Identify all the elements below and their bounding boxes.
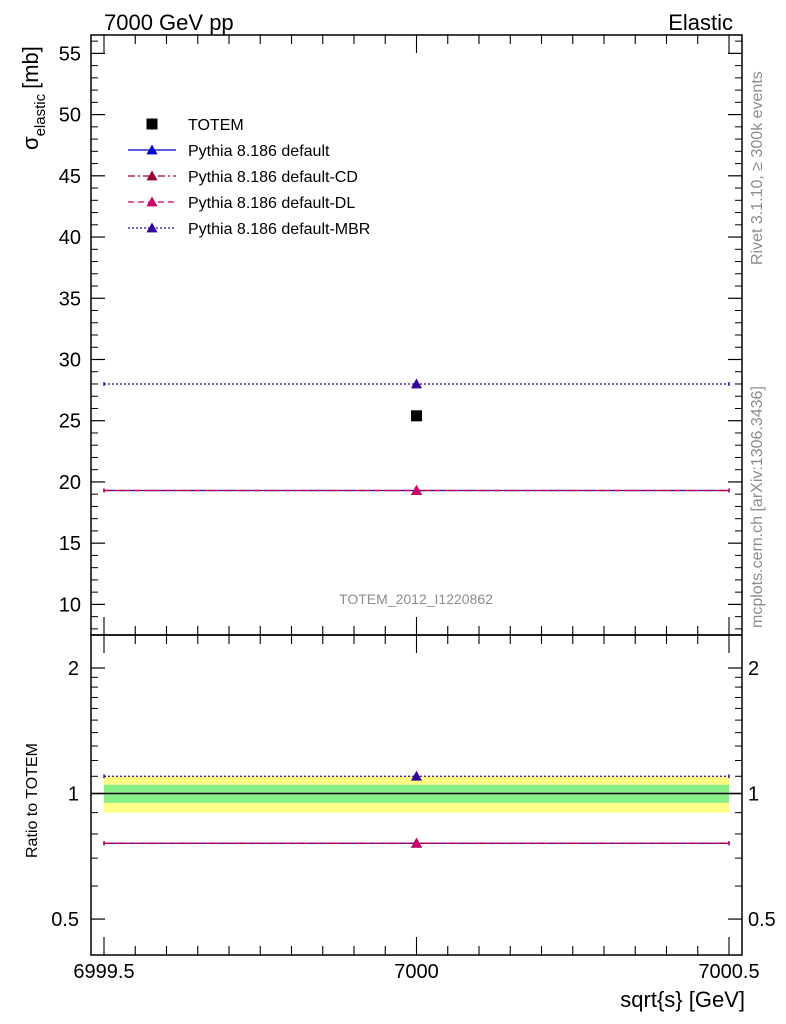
legend-label-0: Pythia 8.186 default bbox=[188, 143, 330, 160]
legend-marker-1 bbox=[146, 170, 158, 181]
legend-label-totem: TOTEM bbox=[188, 117, 244, 134]
main-y-axis-label: σelastic [mb] bbox=[18, 46, 49, 150]
main-ytick-label-5: 35 bbox=[59, 288, 81, 310]
rivet-version-text: Rivet 3.1.10, ≥ 300k events bbox=[749, 71, 766, 265]
series-marker-2 bbox=[411, 485, 422, 495]
ylabel-sigma: σ bbox=[18, 136, 43, 150]
legend-label-1: Pythia 8.186 default-CD bbox=[188, 169, 358, 186]
legend-marker-totem bbox=[146, 118, 158, 130]
mcplots-reference-text: mcplots.cern.ch [arXiv:1306.3436] bbox=[749, 386, 766, 628]
svg-text:σelastic[mb]: σelastic [mb] bbox=[18, 46, 49, 150]
xtick-label-2: 7000.5 bbox=[698, 961, 759, 983]
xtick-label-1: 7000 bbox=[394, 961, 439, 983]
ratio-ytick-label-left-1: 1 bbox=[68, 784, 79, 806]
ratio-ytick-label-right-1: 1 bbox=[748, 784, 759, 806]
header-right: Elastic bbox=[668, 10, 733, 35]
main-ytick-label-1: 15 bbox=[59, 533, 81, 555]
xtick-label-0: 6999.5 bbox=[73, 961, 134, 983]
main-ytick-label-0: 10 bbox=[59, 594, 81, 616]
ratio-ytick-label-left-0: 0.5 bbox=[51, 909, 79, 931]
totem-data-point bbox=[411, 410, 422, 422]
main-ytick-label-8: 50 bbox=[59, 105, 81, 127]
legend-label-3: Pythia 8.186 default-MBR bbox=[188, 221, 370, 238]
ratio-ytick-label-left-2: 2 bbox=[68, 658, 79, 680]
legend-marker-2 bbox=[146, 196, 158, 207]
series-marker-3 bbox=[411, 378, 422, 389]
ylabel-unit: [mb] bbox=[18, 46, 43, 89]
ratio-ytick-label-right-0: 0.5 bbox=[748, 909, 776, 931]
header-left: 7000 GeV pp bbox=[104, 10, 234, 35]
main-ytick-label-3: 25 bbox=[59, 411, 81, 433]
ratio-series-marker-2 bbox=[411, 837, 422, 848]
main-ytick-label-9: 55 bbox=[59, 43, 81, 65]
analysis-watermark: TOTEM_2012_I1220862 bbox=[339, 591, 493, 607]
main-ytick-label-4: 30 bbox=[59, 349, 81, 371]
x-axis-label: sqrt{s} [GeV] bbox=[620, 987, 745, 1012]
legend: TOTEM Pythia 8.186 default Pythia 8.186 de… bbox=[128, 117, 370, 238]
main-ytick-label-7: 45 bbox=[59, 166, 81, 188]
ylabel-subscript: elastic bbox=[32, 93, 49, 136]
ratio-series-marker-3 bbox=[411, 770, 422, 781]
ratio-y-axis-label: Ratio to TOTEM bbox=[24, 743, 41, 858]
main-ytick-label-6: 40 bbox=[59, 227, 81, 249]
ratio-ytick-label-right-2: 2 bbox=[748, 658, 759, 680]
main-panel: 10 15 20 25 30 35 40 45 50 55 TOTEM_2012_I1220862… bbox=[18, 34, 743, 636]
main-ytick-label-2: 20 bbox=[59, 472, 81, 494]
legend-marker-0 bbox=[146, 144, 158, 155]
legend-marker-3 bbox=[146, 222, 158, 233]
ratio-panel: 0.5 0.5 1 1 2 2 6999.5 7000 7000.5 Ratio to TOT… bbox=[24, 634, 776, 1012]
legend-label-2: Pythia 8.186 default-DL bbox=[188, 195, 355, 212]
